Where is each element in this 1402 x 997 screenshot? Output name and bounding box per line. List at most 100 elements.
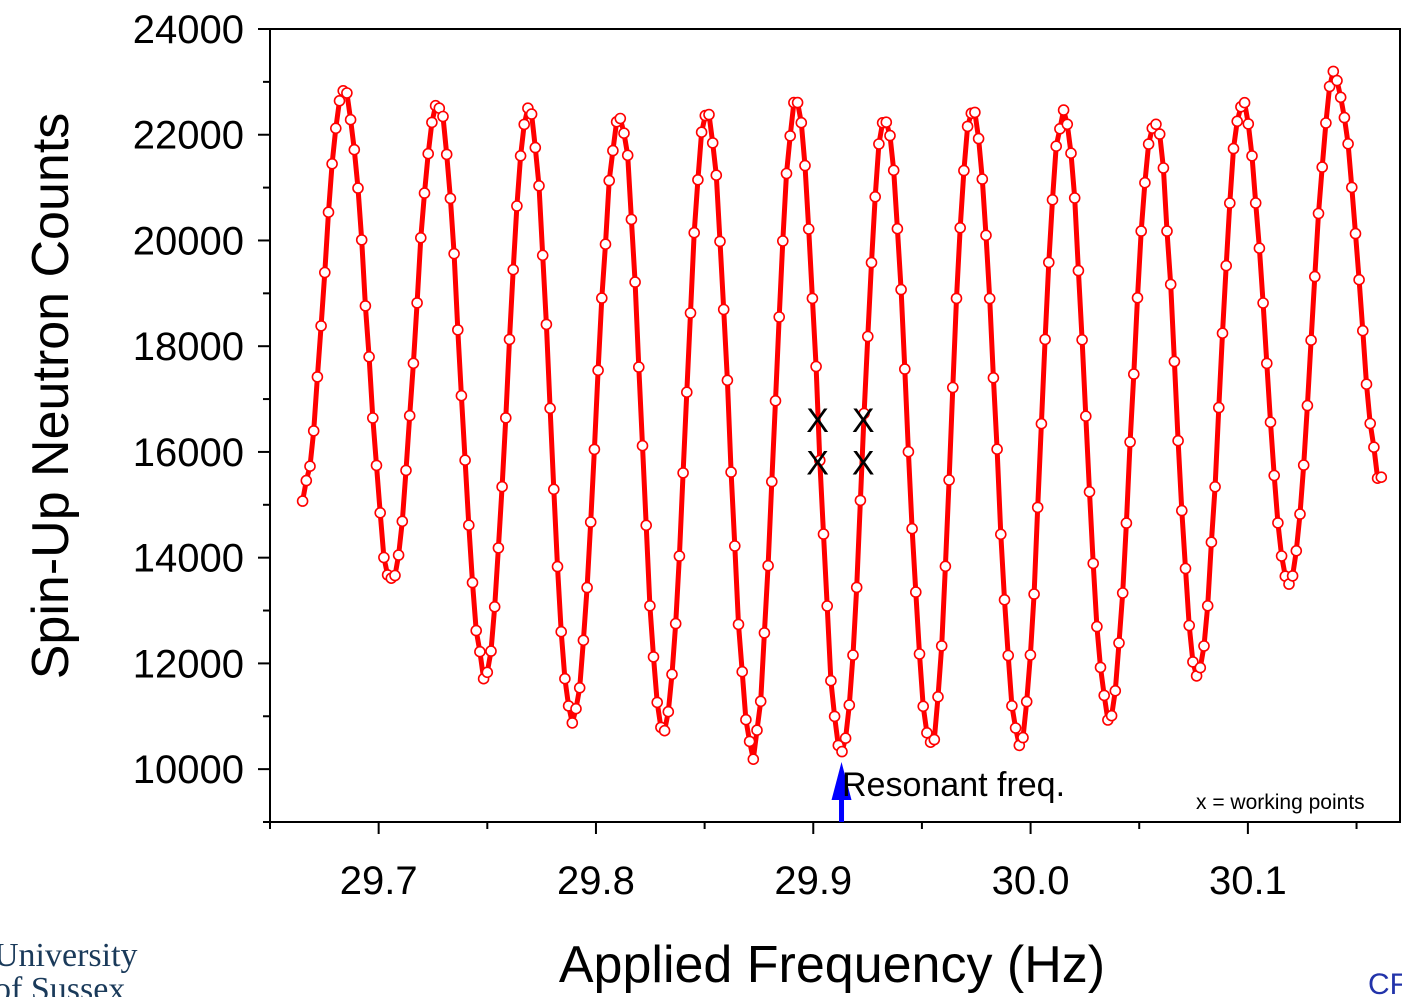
working-point-marker: X bbox=[852, 402, 875, 440]
data-point bbox=[448, 247, 460, 260]
data-point bbox=[817, 528, 830, 540]
data-point bbox=[684, 307, 697, 319]
data-point bbox=[496, 480, 508, 493]
data-point bbox=[1224, 197, 1236, 209]
data-point bbox=[418, 187, 431, 199]
data-point bbox=[839, 732, 852, 745]
data-point bbox=[1275, 550, 1288, 562]
data-point bbox=[1213, 401, 1225, 414]
y-tick-label: 24000 bbox=[133, 8, 244, 52]
data-point bbox=[426, 116, 438, 129]
logo-line-1: University bbox=[0, 937, 138, 974]
data-point bbox=[559, 672, 571, 685]
data-point bbox=[1312, 207, 1325, 220]
data-point bbox=[400, 464, 412, 477]
data-point bbox=[359, 300, 372, 312]
data-point bbox=[932, 690, 944, 703]
data-point bbox=[1364, 417, 1376, 430]
data-point bbox=[462, 519, 475, 532]
data-point bbox=[710, 169, 723, 181]
data-point bbox=[969, 106, 981, 119]
data-point bbox=[1261, 357, 1273, 370]
data-point bbox=[939, 560, 952, 573]
data-point bbox=[843, 699, 856, 711]
data-point bbox=[906, 522, 918, 535]
data-point bbox=[703, 108, 715, 121]
data-point bbox=[1301, 399, 1314, 412]
data-point bbox=[873, 138, 885, 150]
data-point bbox=[1065, 147, 1077, 159]
data-point bbox=[352, 182, 364, 194]
data-point bbox=[714, 235, 726, 248]
data-point bbox=[895, 283, 907, 296]
data-point bbox=[836, 745, 848, 758]
university-logo: University of Sussex bbox=[0, 937, 138, 997]
data-point bbox=[858, 407, 870, 420]
data-point bbox=[658, 724, 671, 737]
data-point bbox=[795, 116, 808, 129]
data-point bbox=[403, 409, 416, 422]
data-point bbox=[577, 634, 590, 647]
data-point bbox=[1164, 278, 1177, 291]
data-point bbox=[573, 681, 586, 694]
data-point bbox=[1334, 91, 1347, 104]
data-point bbox=[451, 324, 464, 336]
data-point bbox=[485, 645, 497, 657]
data-point bbox=[1150, 118, 1162, 131]
data-point bbox=[481, 666, 494, 679]
data-point bbox=[437, 110, 449, 123]
data-point bbox=[913, 648, 926, 660]
data-point bbox=[743, 735, 756, 748]
data-point bbox=[821, 600, 834, 612]
data-point bbox=[706, 137, 719, 149]
data-point bbox=[1094, 661, 1107, 674]
data-point bbox=[1057, 104, 1070, 116]
data-point bbox=[1153, 128, 1166, 140]
data-point bbox=[629, 276, 641, 288]
working-point-marker: X bbox=[806, 402, 829, 440]
data-point bbox=[662, 705, 675, 718]
data-point bbox=[599, 238, 612, 250]
data-point bbox=[688, 226, 701, 239]
data-point bbox=[333, 95, 346, 107]
data-point bbox=[307, 425, 320, 437]
data-point bbox=[640, 519, 653, 532]
data-point bbox=[588, 443, 601, 456]
data-point bbox=[695, 126, 708, 138]
data-point bbox=[869, 191, 882, 203]
data-series bbox=[296, 65, 1388, 766]
data-point bbox=[1139, 176, 1151, 189]
data-point bbox=[1201, 599, 1214, 612]
data-point bbox=[355, 234, 368, 246]
data-point bbox=[991, 443, 1003, 456]
data-point bbox=[1043, 256, 1055, 269]
data-point bbox=[1176, 504, 1188, 517]
data-point bbox=[983, 292, 996, 305]
data-point bbox=[1135, 225, 1147, 237]
data-point bbox=[581, 581, 593, 594]
data-point bbox=[776, 235, 789, 247]
data-point bbox=[994, 528, 1007, 541]
y-tick-label: 10000 bbox=[133, 748, 244, 792]
data-point bbox=[946, 381, 959, 394]
data-point bbox=[544, 402, 556, 415]
data-point bbox=[721, 374, 734, 387]
data-point bbox=[1297, 459, 1310, 471]
data-point bbox=[470, 624, 483, 637]
data-point bbox=[1172, 434, 1184, 447]
data-point bbox=[525, 108, 538, 120]
working-point-marker: X bbox=[806, 445, 829, 483]
data-point bbox=[736, 665, 749, 678]
data-point bbox=[1080, 410, 1092, 423]
data-point bbox=[1187, 656, 1199, 668]
data-point bbox=[584, 516, 597, 528]
data-point bbox=[987, 371, 1000, 384]
data-point bbox=[865, 256, 878, 269]
data-point bbox=[1124, 436, 1136, 448]
data-point bbox=[802, 223, 815, 235]
data-point bbox=[1209, 480, 1221, 493]
data-point bbox=[692, 174, 704, 186]
data-point bbox=[728, 540, 741, 552]
data-point bbox=[1220, 259, 1232, 272]
